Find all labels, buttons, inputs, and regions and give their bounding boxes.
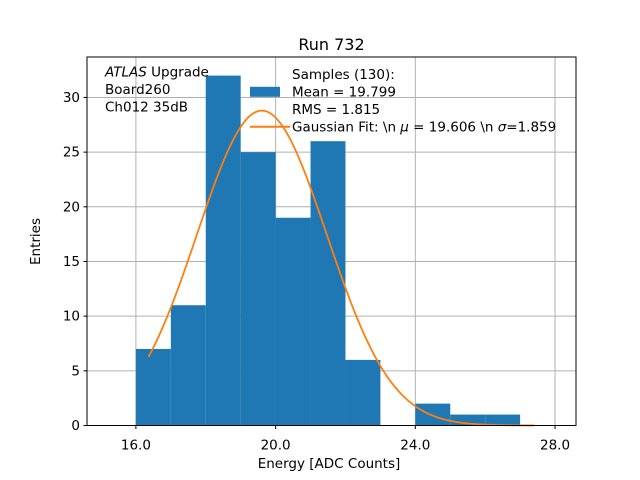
annotation-line: Ch012 35dB [105, 100, 188, 116]
text-segment: Mean = 19.799 [292, 85, 396, 101]
italic-text-segment: μ [399, 120, 409, 136]
histogram-bar [275, 217, 311, 426]
text-segment: Upgrade [147, 65, 209, 81]
y-tick-label: 5 [71, 363, 80, 379]
histogram-bar [485, 414, 521, 426]
axes-frame [86, 56, 577, 426]
y-tick-label: 25 [63, 145, 80, 161]
histogram-bar [205, 75, 241, 426]
histogram-bar [415, 403, 451, 426]
text-segment: = 19.606 \n [409, 120, 498, 136]
text-segment: Ch012 35dB [105, 100, 188, 116]
text-segment: Samples (130): [292, 67, 395, 83]
text-segment: =1.859 [506, 120, 556, 136]
x-tick-label: 28.0 [540, 438, 570, 454]
annotation-line: ATLAS Upgrade [104, 65, 209, 81]
histogram-bar [170, 305, 206, 426]
legend: Samples (130): Mean = 19.799 RMS = 1.815… [250, 67, 556, 136]
x-tick-label: 24.0 [400, 438, 430, 454]
x-tick-label: 20.0 [261, 438, 291, 454]
chart-title: Run 732 [298, 35, 364, 54]
legend-entry-text: Mean = 19.799 [292, 85, 396, 101]
corner-annotation: ATLAS Upgrade Board260 Ch012 35dB [104, 65, 209, 116]
x-axis-label: Energy [ADC Counts] [258, 456, 401, 472]
text-segment: Board260 [105, 82, 170, 98]
histogram-bar [135, 348, 171, 426]
gaussian-fit-curve [147, 109, 535, 427]
y-tick-label: 20 [63, 199, 80, 215]
legend-patch-handle [250, 86, 280, 97]
legend-entry-text: Samples (130): [292, 67, 395, 83]
histogram-bar [450, 414, 486, 426]
histogram-bar [345, 359, 381, 426]
y-tick-label: 15 [63, 254, 80, 270]
text-segment: Gaussian Fit: \n [292, 120, 400, 136]
y-tick-label: 30 [63, 90, 80, 106]
italic-text-segment: ATLAS [104, 65, 147, 81]
fit-curve-path [147, 109, 535, 427]
histogram-bar [310, 141, 346, 426]
legend-entry-text: Gaussian Fit: \n μ = 19.606 \n σ=1.859 [292, 120, 556, 136]
annotation-line: Board260 [105, 82, 170, 98]
y-axis-label: Entries [28, 218, 44, 265]
axis-ticks: 16.0 20.0 24.0 28.0 0 5 10 15 20 25 30 [63, 90, 570, 454]
histogram-bar [240, 152, 276, 426]
y-tick-label: 10 [63, 309, 80, 325]
y-tick-label: 0 [71, 418, 80, 434]
x-tick-label: 16.0 [121, 438, 151, 454]
legend-entry-text: RMS = 1.815 [292, 102, 380, 118]
histogram-bars [135, 75, 521, 426]
text-segment: RMS = 1.815 [292, 102, 380, 118]
italic-text-segment: σ [498, 120, 507, 136]
